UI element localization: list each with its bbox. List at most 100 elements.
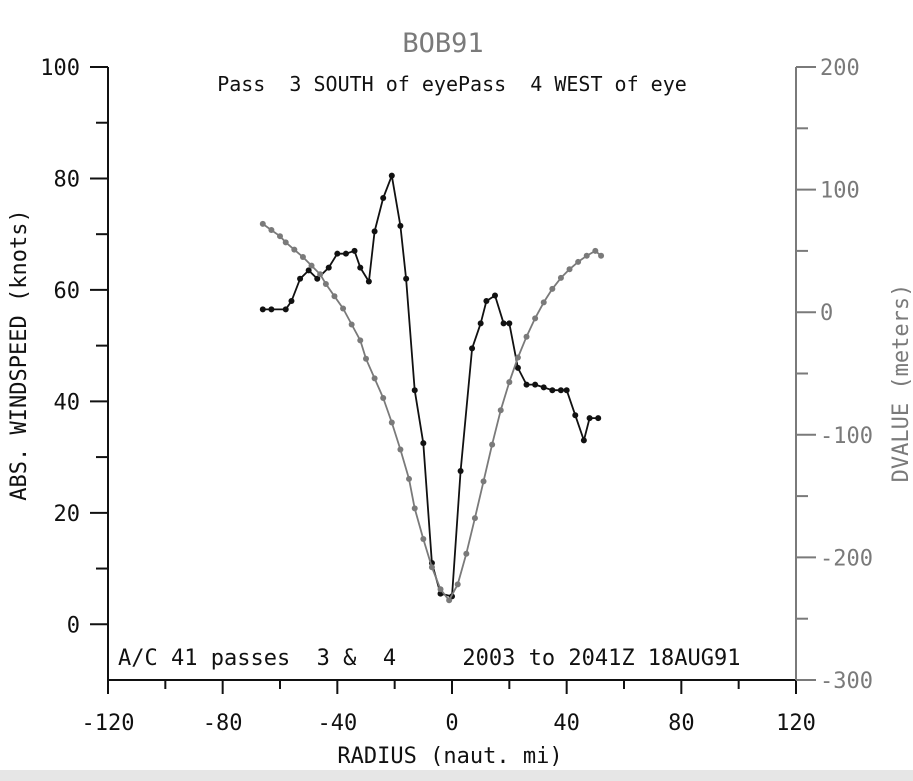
x-tick-label: 80	[668, 711, 695, 736]
dvalue-point	[532, 315, 539, 322]
windspeed-point	[557, 387, 564, 394]
dvalue-point	[420, 536, 427, 543]
y-tick-label: 80	[54, 167, 81, 192]
dvalue-point	[282, 239, 289, 246]
windspeed-point	[357, 264, 364, 271]
x-tick-label: 0	[445, 711, 458, 736]
chart-title: BOB91	[402, 28, 483, 59]
windspeed-point	[305, 267, 312, 274]
series-layer	[259, 172, 605, 604]
windspeed-point	[420, 440, 427, 447]
chart-annotation: A/C 41 passes 3 & 4 2003 to 2041Z 18AUG9…	[118, 646, 741, 671]
dvalue-point	[268, 227, 275, 234]
dvalue-point	[380, 395, 387, 402]
dvalue-point	[299, 254, 306, 261]
dvalue-point	[406, 475, 412, 482]
y-axis-label: ABS. WINDSPEED (knots)	[7, 209, 32, 500]
windspeed-point	[351, 247, 358, 254]
dvalue-point	[575, 258, 582, 265]
dvalue-point	[598, 252, 605, 259]
dvalue-point	[566, 266, 573, 273]
windspeed-point	[483, 298, 490, 305]
windspeed-point	[259, 306, 266, 313]
windspeed-point	[325, 264, 332, 271]
dvalue-point	[259, 220, 266, 227]
x-tick-label: -80	[203, 711, 243, 736]
dvalue-point	[471, 515, 478, 522]
dvalue-point	[317, 271, 324, 278]
x-tick-label: 120	[776, 711, 816, 736]
windspeed-series-line	[262, 174, 599, 598]
windspeed-point	[288, 298, 295, 305]
dvalue-point	[357, 337, 364, 344]
dvalue-point	[523, 333, 530, 340]
dvalue-point	[463, 550, 470, 557]
dvalue-point	[388, 419, 395, 426]
y2-tick-label: -200	[820, 546, 873, 571]
x-tick-label: -40	[317, 711, 357, 736]
windspeed-point	[411, 387, 418, 394]
y-tick-label: 100	[40, 56, 80, 81]
windspeed-point	[506, 320, 513, 327]
windspeed-point	[388, 172, 395, 179]
dvalue-point	[506, 379, 513, 386]
y2-tick-label: 100	[820, 179, 860, 204]
dvalue-series-line	[262, 223, 602, 602]
windspeed-point	[540, 384, 547, 391]
y-tick-label: 20	[54, 502, 81, 527]
right-y-axis-ticks: -300 -200 -100 0 100 200	[796, 56, 873, 694]
windspeed-point	[282, 306, 289, 313]
windspeed-point	[586, 415, 593, 422]
y2-tick-label: -100	[820, 424, 873, 449]
y-tick-label: 40	[54, 390, 81, 415]
y2-axis-label: DVALUE (meters)	[889, 284, 913, 483]
dvalue-point	[331, 293, 338, 300]
x-axis-label: RADIUS (naut. mi)	[337, 744, 562, 769]
windspeed-point	[572, 412, 579, 419]
dvalue-point	[489, 441, 496, 448]
dvalue-point	[549, 285, 556, 292]
dvalue-point	[454, 581, 461, 588]
chart-subtitle: Pass 3 SOUTH of eyePass 4 WEST of eye	[217, 72, 687, 96]
bottom-rule	[0, 770, 913, 781]
dvalue-point	[557, 274, 564, 281]
windspeed-point	[342, 250, 349, 257]
windspeed-point	[397, 222, 404, 229]
dvalue-point	[348, 321, 355, 328]
x-axis-ticks: -120 -80 -40 0 40 80 120	[82, 680, 816, 736]
windspeed-point	[514, 364, 521, 371]
x-tick-label: -120	[82, 711, 135, 736]
dvalue-point	[411, 505, 418, 512]
dvalue-point	[363, 355, 369, 362]
dvalue-point	[514, 354, 521, 361]
windspeed-point	[563, 387, 570, 394]
windspeed-point	[371, 228, 378, 235]
dvalue-point	[322, 281, 329, 288]
dvalue-point	[428, 564, 435, 571]
dvalue-point	[480, 478, 487, 485]
y-tick-label: 0	[67, 613, 80, 638]
windspeed-point	[595, 415, 602, 422]
dvalue-point	[291, 246, 298, 253]
windspeed-point	[492, 292, 498, 299]
dvalue-point	[397, 446, 404, 453]
dvalue-point	[437, 586, 444, 593]
windspeed-point	[532, 381, 539, 388]
y2-tick-label: -300	[820, 669, 873, 694]
windspeed-point	[580, 437, 587, 444]
y2-tick-label: 0	[820, 301, 833, 326]
windspeed-point	[469, 345, 476, 352]
dvalue-point	[540, 299, 547, 306]
dvalue-point	[340, 305, 347, 312]
windspeed-point	[549, 387, 556, 394]
dvalue-point	[583, 252, 590, 259]
windspeed-point	[334, 250, 341, 257]
windspeed-point	[457, 468, 464, 475]
windspeed-point	[314, 275, 321, 282]
y-tick-label: 60	[54, 279, 81, 304]
x-tick-label: 40	[553, 711, 580, 736]
y2-tick-label: 200	[820, 56, 860, 81]
dvalue-point	[308, 262, 315, 269]
windspeed-point	[365, 278, 372, 285]
